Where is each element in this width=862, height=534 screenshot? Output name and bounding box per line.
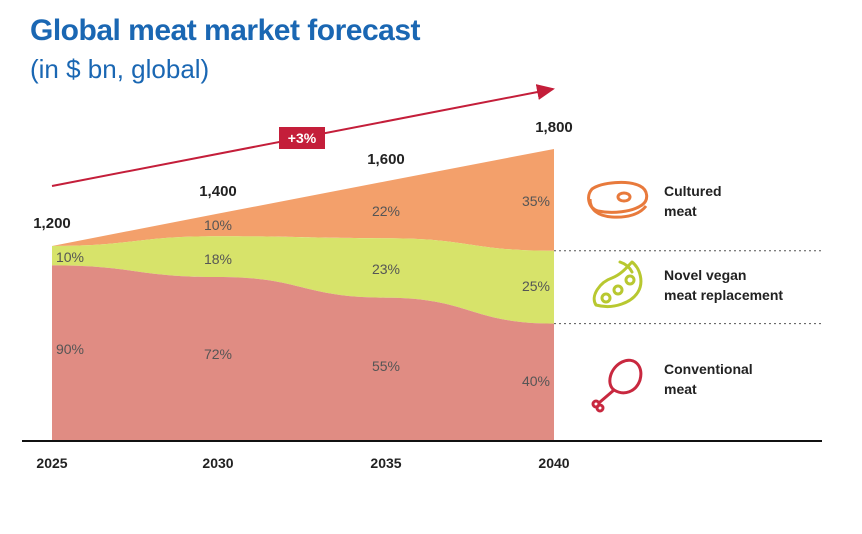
legend-cultured-line1: Cultured bbox=[664, 183, 722, 199]
legend-vegan-line2: meat replacement bbox=[664, 287, 783, 303]
total-label-2030: 1,400 bbox=[199, 183, 237, 200]
x-tick-label-2030: 2030 bbox=[202, 455, 233, 471]
total-label-2035: 1,600 bbox=[367, 151, 405, 168]
stacked-areas bbox=[52, 148, 554, 440]
chicken-leg-icon bbox=[591, 358, 643, 413]
pct-cultured-2035: 22% bbox=[372, 203, 400, 219]
pct-cultured-2040: 35% bbox=[522, 193, 550, 209]
pct-conventional-2035: 55% bbox=[372, 358, 400, 374]
steak-icon bbox=[587, 180, 649, 219]
chart-labels: 2025 2030 2035 2040 1,200 1,400 1,600 1,800 90% 7… bbox=[33, 119, 573, 471]
pct-conventional-2040: 40% bbox=[522, 373, 550, 389]
x-tick-label-2035: 2035 bbox=[370, 455, 401, 471]
legend: Cultured meat Novel vegan meat replaceme… bbox=[587, 180, 783, 413]
pct-vegan-2040: 25% bbox=[522, 278, 550, 294]
legend-vegan-line1: Novel vegan bbox=[664, 267, 746, 283]
area-novel-vegan bbox=[52, 236, 554, 324]
legend-cultured-line2: meat bbox=[664, 203, 697, 219]
soybean-pod-icon bbox=[592, 260, 643, 308]
growth-badge-label: +3% bbox=[288, 130, 317, 146]
pct-conventional-2030: 72% bbox=[204, 346, 232, 362]
legend-conventional-line2: meat bbox=[664, 381, 697, 397]
total-label-2025: 1,200 bbox=[33, 215, 71, 232]
pct-vegan-2025: 10% bbox=[56, 249, 84, 265]
area-conventional bbox=[52, 265, 554, 440]
total-label-2040: 1,800 bbox=[535, 119, 573, 136]
x-tick-label-2040: 2040 bbox=[538, 455, 569, 471]
pct-conventional-2025: 90% bbox=[56, 341, 84, 357]
chart-subtitle: (in $ bn, global) bbox=[30, 54, 210, 84]
growth-badge bbox=[279, 127, 325, 149]
chart-title: Global meat market forecast bbox=[30, 14, 421, 47]
legend-conventional-line1: Conventional bbox=[664, 361, 753, 377]
pct-vegan-2035: 23% bbox=[372, 261, 400, 277]
pct-vegan-2030: 18% bbox=[204, 251, 232, 267]
x-tick-label-2025: 2025 bbox=[36, 455, 67, 471]
pct-cultured-2030: 10% bbox=[204, 217, 232, 233]
area-cultured-meat bbox=[52, 148, 554, 251]
